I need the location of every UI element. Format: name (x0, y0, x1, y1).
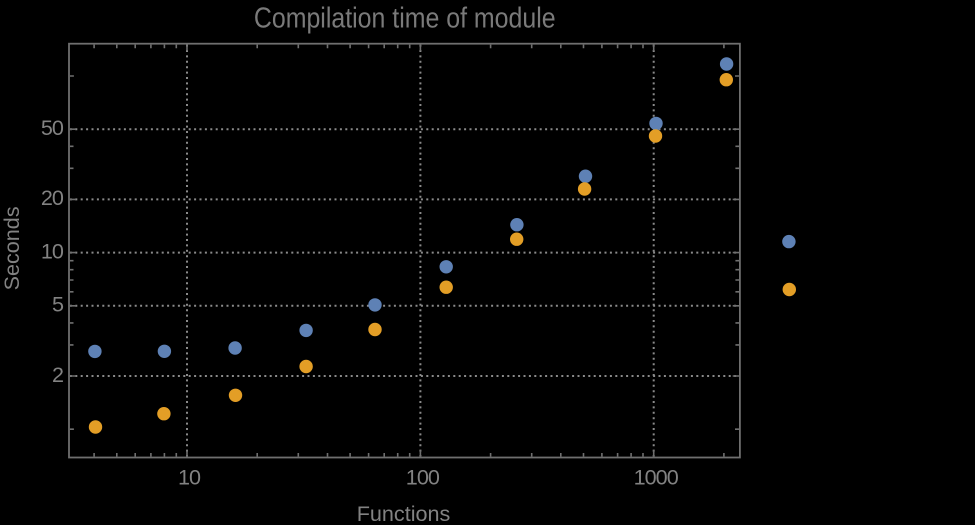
svg-text:2: 2 (52, 362, 63, 387)
svg-text:20: 20 (41, 185, 64, 210)
svg-text:1000: 1000 (634, 464, 679, 489)
svg-text:10: 10 (41, 238, 64, 263)
svg-text:5: 5 (52, 292, 64, 317)
svg-text:Compilation time of module: Compilation time of module (254, 2, 556, 34)
svg-text:Seconds: Seconds (0, 206, 24, 290)
svg-text:50: 50 (41, 115, 64, 140)
svg-text:100: 100 (406, 464, 440, 489)
svg-text:Functions: Functions (357, 501, 451, 525)
svg-text:10: 10 (178, 464, 201, 489)
